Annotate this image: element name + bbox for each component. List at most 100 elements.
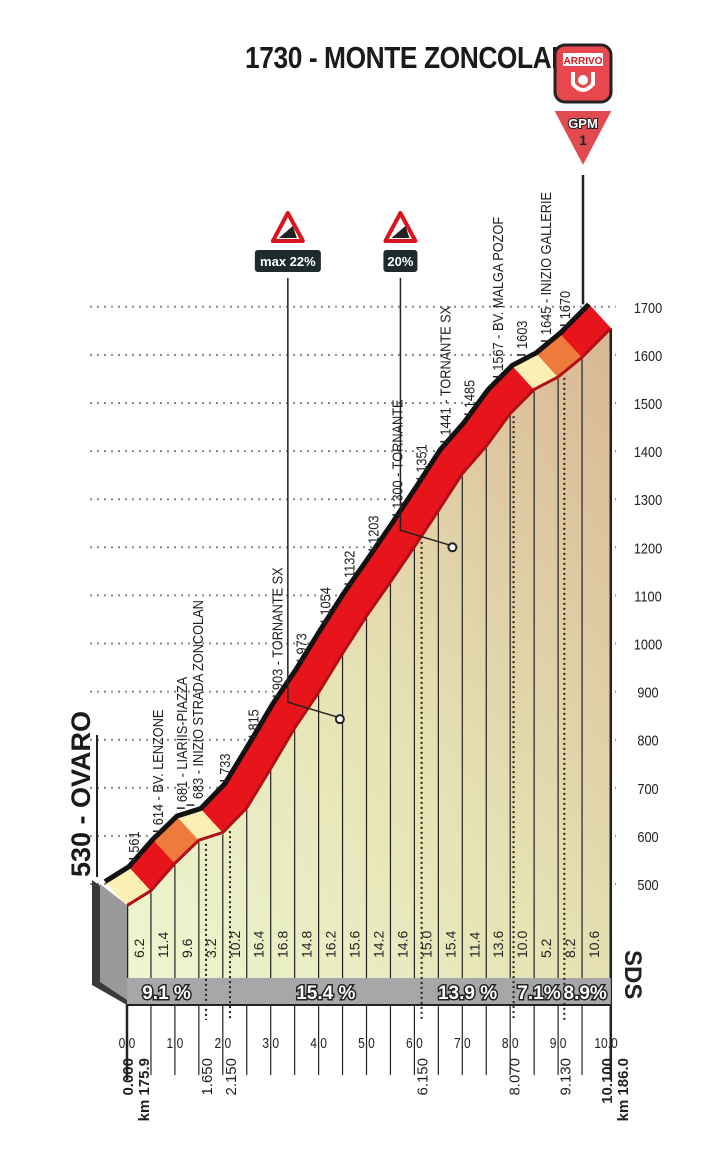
y-tick-label: 1500 bbox=[634, 395, 663, 412]
segment-gradient-label: 10.6 bbox=[586, 931, 602, 958]
segment-gradient-label: 16.2 bbox=[323, 931, 339, 958]
segment-gradient-label: 10.0 bbox=[514, 931, 530, 958]
segment-gradient-label: 3.2 bbox=[203, 938, 219, 958]
waypoint-label: 1441 - TORNANTE SX bbox=[436, 306, 453, 436]
x-tick-label: 6.0 bbox=[406, 1035, 423, 1052]
waypoint-label: 733 bbox=[216, 753, 233, 774]
chart-title: 1730 - MONTE ZONCOLAN bbox=[245, 40, 570, 75]
start-label: 530 - OVARO bbox=[66, 711, 96, 877]
y-tick-label: 1700 bbox=[634, 299, 663, 316]
gradient-pointer-dot bbox=[447, 542, 458, 553]
segment-gradient-label: 14.8 bbox=[299, 931, 315, 958]
waypoint-label: 1351 bbox=[412, 444, 429, 473]
waypoint-label: 1485 bbox=[460, 380, 477, 409]
waypoint-label: 1054 bbox=[317, 587, 334, 616]
finish-badge-label: ARRIVO bbox=[564, 56, 603, 67]
x-tick-label: 1.0 bbox=[167, 1035, 184, 1052]
waypoint-label: 681 - LIARIIS-PIAZZA bbox=[173, 676, 190, 802]
distance-marker: 8.070 bbox=[507, 1058, 524, 1096]
gpm-category: 1 bbox=[579, 132, 587, 148]
segment-gradient-label: 11.4 bbox=[155, 932, 171, 958]
y-tick-label: 500 bbox=[637, 876, 658, 893]
waypoint-label: 1132 bbox=[340, 550, 357, 578]
segment-gradient-label: 8.2 bbox=[562, 938, 578, 958]
distance-marker: 0.000 bbox=[120, 1058, 137, 1096]
sector-average-label: 9.1 % bbox=[142, 983, 191, 1004]
x-tick-label: 5.0 bbox=[358, 1035, 375, 1052]
x-tick-label: 3.0 bbox=[262, 1035, 279, 1052]
y-tick-label: 600 bbox=[637, 828, 658, 845]
y-tick-label: 700 bbox=[637, 780, 658, 797]
y-tick-label: 1600 bbox=[634, 347, 663, 364]
waypoint-label: 561 bbox=[125, 831, 142, 852]
gradient-badge-label: 20% bbox=[387, 254, 413, 269]
segment-gradient-label: 16.4 bbox=[251, 931, 267, 958]
profile-front-line bbox=[126, 327, 612, 907]
waypoint-label: 815 bbox=[245, 709, 262, 730]
waypoint-label: 1567 - BV. MALGA POZOF bbox=[489, 217, 506, 371]
distance-marker: 1.650 bbox=[199, 1058, 216, 1096]
y-tick-label: 1400 bbox=[634, 443, 663, 460]
y-tick-label: 1000 bbox=[634, 635, 663, 652]
segment-gradient-label: 14.2 bbox=[370, 931, 386, 958]
finish-person-icon bbox=[578, 75, 588, 85]
steep-gradient-icon-slope bbox=[278, 226, 297, 238]
y-tick-label: 900 bbox=[637, 684, 658, 701]
gradient-badge bbox=[254, 250, 321, 272]
sds-logo: SDS bbox=[619, 950, 646, 999]
segment-gradient-label: 9.6 bbox=[179, 938, 195, 958]
distance-marker: 9.130 bbox=[557, 1058, 574, 1096]
x-tick-label: 2.0 bbox=[214, 1035, 231, 1052]
x-tick-label: 10.0 bbox=[594, 1035, 618, 1052]
waypoint-label: 1670 bbox=[556, 291, 573, 320]
x-tick-label: 9.0 bbox=[550, 1035, 567, 1052]
segment-gradient-label: 16.8 bbox=[275, 931, 291, 958]
segment-gradient-label: 5.2 bbox=[538, 938, 554, 958]
gradient-pointer-line bbox=[399, 278, 451, 547]
segment-gradient-label: 14.6 bbox=[394, 931, 410, 958]
wall-face bbox=[100, 884, 127, 1000]
steep-gradient-icon-slope bbox=[391, 226, 410, 238]
gradient-pointer-dot bbox=[334, 714, 345, 725]
distance-marker: km 186.0 bbox=[615, 1058, 632, 1121]
sector-average-label: 13.9 % bbox=[438, 983, 497, 1004]
y-tick-label: 1100 bbox=[634, 587, 662, 604]
gradient-badge bbox=[383, 250, 418, 272]
sector-average-label: 8.9% bbox=[564, 983, 607, 1004]
segment-gradient-label: 15.0 bbox=[418, 931, 434, 958]
segment-gradient-label: 15.6 bbox=[347, 931, 363, 958]
segment-gradient-label: 13.6 bbox=[490, 931, 506, 958]
waypoint-label: 1603 bbox=[513, 320, 530, 349]
segment-gradient-label: 6.2 bbox=[131, 938, 147, 958]
distance-marker: 10.100 bbox=[599, 1058, 616, 1104]
gpm-badge bbox=[551, 109, 615, 170]
profile-ridge-line bbox=[103, 302, 591, 884]
x-tick-label: 7.0 bbox=[454, 1035, 471, 1052]
waypoint-label: 683 - INIZIO STRADA ZONCOLAN bbox=[189, 600, 206, 799]
segment-gradient-label: 15.4 bbox=[442, 931, 458, 958]
waypoint-label: 1203 bbox=[364, 515, 381, 544]
x-tick-label: 8.0 bbox=[502, 1035, 519, 1052]
gradient-pointer-line bbox=[287, 278, 339, 718]
distance-marker: 2.150 bbox=[223, 1058, 240, 1096]
elevation-area bbox=[127, 328, 611, 978]
gradient-badge-label: max 22% bbox=[260, 254, 316, 269]
waypoint-label: 973 bbox=[293, 633, 310, 654]
sector-average-label: 7.1% bbox=[517, 983, 560, 1004]
gpm-label: GPM bbox=[568, 116, 598, 131]
waypoint-label: 1300 - TORNANTE bbox=[388, 399, 405, 508]
y-tick-label: 1300 bbox=[634, 491, 663, 508]
x-tick-label: 4.0 bbox=[310, 1035, 327, 1052]
waypoint-label: 903 - TORNANTE SX bbox=[269, 567, 286, 690]
sector-average-label: 15.4 % bbox=[296, 983, 355, 1004]
distance-marker: km 175.9 bbox=[136, 1058, 153, 1121]
x-tick-label: 0.0 bbox=[119, 1035, 136, 1052]
y-tick-label: 800 bbox=[637, 732, 658, 749]
finish-badge-banner bbox=[563, 53, 603, 66]
waypoint-label: 1645 - INIZIO GALLERIE bbox=[537, 192, 554, 335]
sector-bar bbox=[127, 978, 611, 1005]
segment-gradient-label: 11.4 bbox=[466, 932, 482, 958]
waypoint-label: 614 - BV. LENZONE bbox=[149, 710, 166, 826]
